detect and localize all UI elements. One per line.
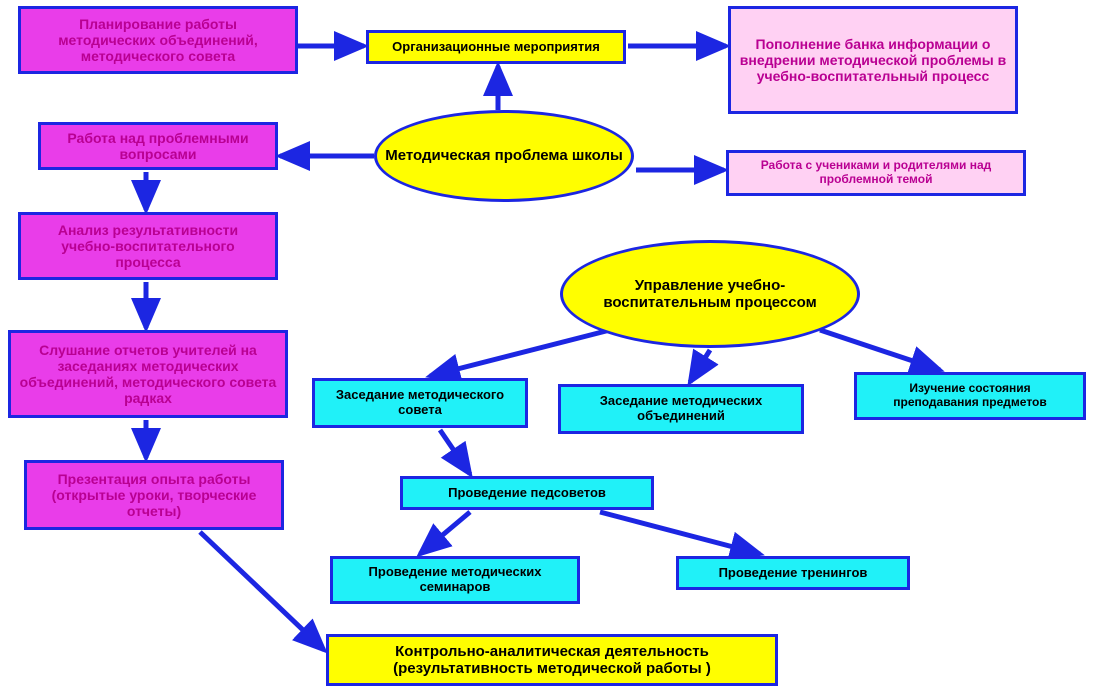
node-label: Работа с учениками и родителями над проб… — [737, 159, 1015, 187]
node-n_council: Заседание методического совета — [312, 378, 528, 428]
edge-n_council-n_ped — [440, 430, 470, 474]
node-n_analysis: Анализ результативности учебно-воспитате… — [18, 212, 278, 280]
node-n_org: Организационные мероприятия — [366, 30, 626, 64]
edge-n_ped-n_seminars — [420, 512, 470, 554]
node-n_seminars: Проведение методических семинаров — [330, 556, 580, 604]
node-label: Проведение методических семинаров — [341, 565, 569, 595]
edge-n_manage-n_union — [690, 350, 710, 382]
node-label: Пополнение банка информации о внедрении … — [739, 36, 1007, 84]
node-label: Изучение состояния преподавания предмето… — [865, 382, 1075, 410]
node-label: Слушание отчетов учителей на заседаниях … — [19, 342, 277, 406]
node-n_plan: Планирование работы методических объедин… — [18, 6, 298, 74]
node-n_present: Презентация опыта работы (открытые уроки… — [24, 460, 284, 530]
node-n_manage: Управление учебно-воспитательным процесс… — [560, 240, 860, 348]
node-label: Работа над проблемными вопросами — [49, 130, 267, 162]
node-label: Проведение педсоветов — [448, 486, 606, 501]
node-label: Планирование работы методических объедин… — [29, 16, 287, 64]
edge-n_manage-n_study — [820, 330, 940, 370]
node-n_problem: Работа над проблемными вопросами — [38, 122, 278, 170]
edge-n_manage-n_council — [430, 330, 610, 376]
node-n_ped: Проведение педсоветов — [400, 476, 654, 510]
node-label: Анализ результативности учебно-воспитате… — [29, 222, 267, 270]
node-n_bank: Пополнение банка информации о внедрении … — [728, 6, 1018, 114]
node-label: Организационные мероприятия — [392, 40, 600, 55]
node-n_reports: Слушание отчетов учителей на заседаниях … — [8, 330, 288, 418]
node-n_union: Заседание методических объединений — [558, 384, 804, 434]
node-label: Презентация опыта работы (открытые уроки… — [35, 471, 273, 519]
node-label: Методическая проблема школы — [385, 147, 623, 164]
node-label: Управление учебно-воспитательным процесс… — [571, 277, 849, 312]
node-n_study: Изучение состояния преподавания предмето… — [854, 372, 1086, 420]
node-n_control: Контрольно-аналитическая деятельность (р… — [326, 634, 778, 686]
edge-n_ped-n_trainings — [600, 512, 760, 554]
node-label: Проведение тренингов — [719, 566, 868, 581]
node-n_parents: Работа с учениками и родителями над проб… — [726, 150, 1026, 196]
node-n_trainings: Проведение тренингов — [676, 556, 910, 590]
edge-n_present-n_control — [200, 532, 324, 650]
node-label: Заседание методического совета — [323, 388, 517, 418]
node-n_method: Методическая проблема школы — [374, 110, 634, 202]
node-label: Заседание методических объединений — [569, 394, 793, 424]
node-label: Контрольно-аналитическая деятельность (р… — [337, 643, 767, 678]
